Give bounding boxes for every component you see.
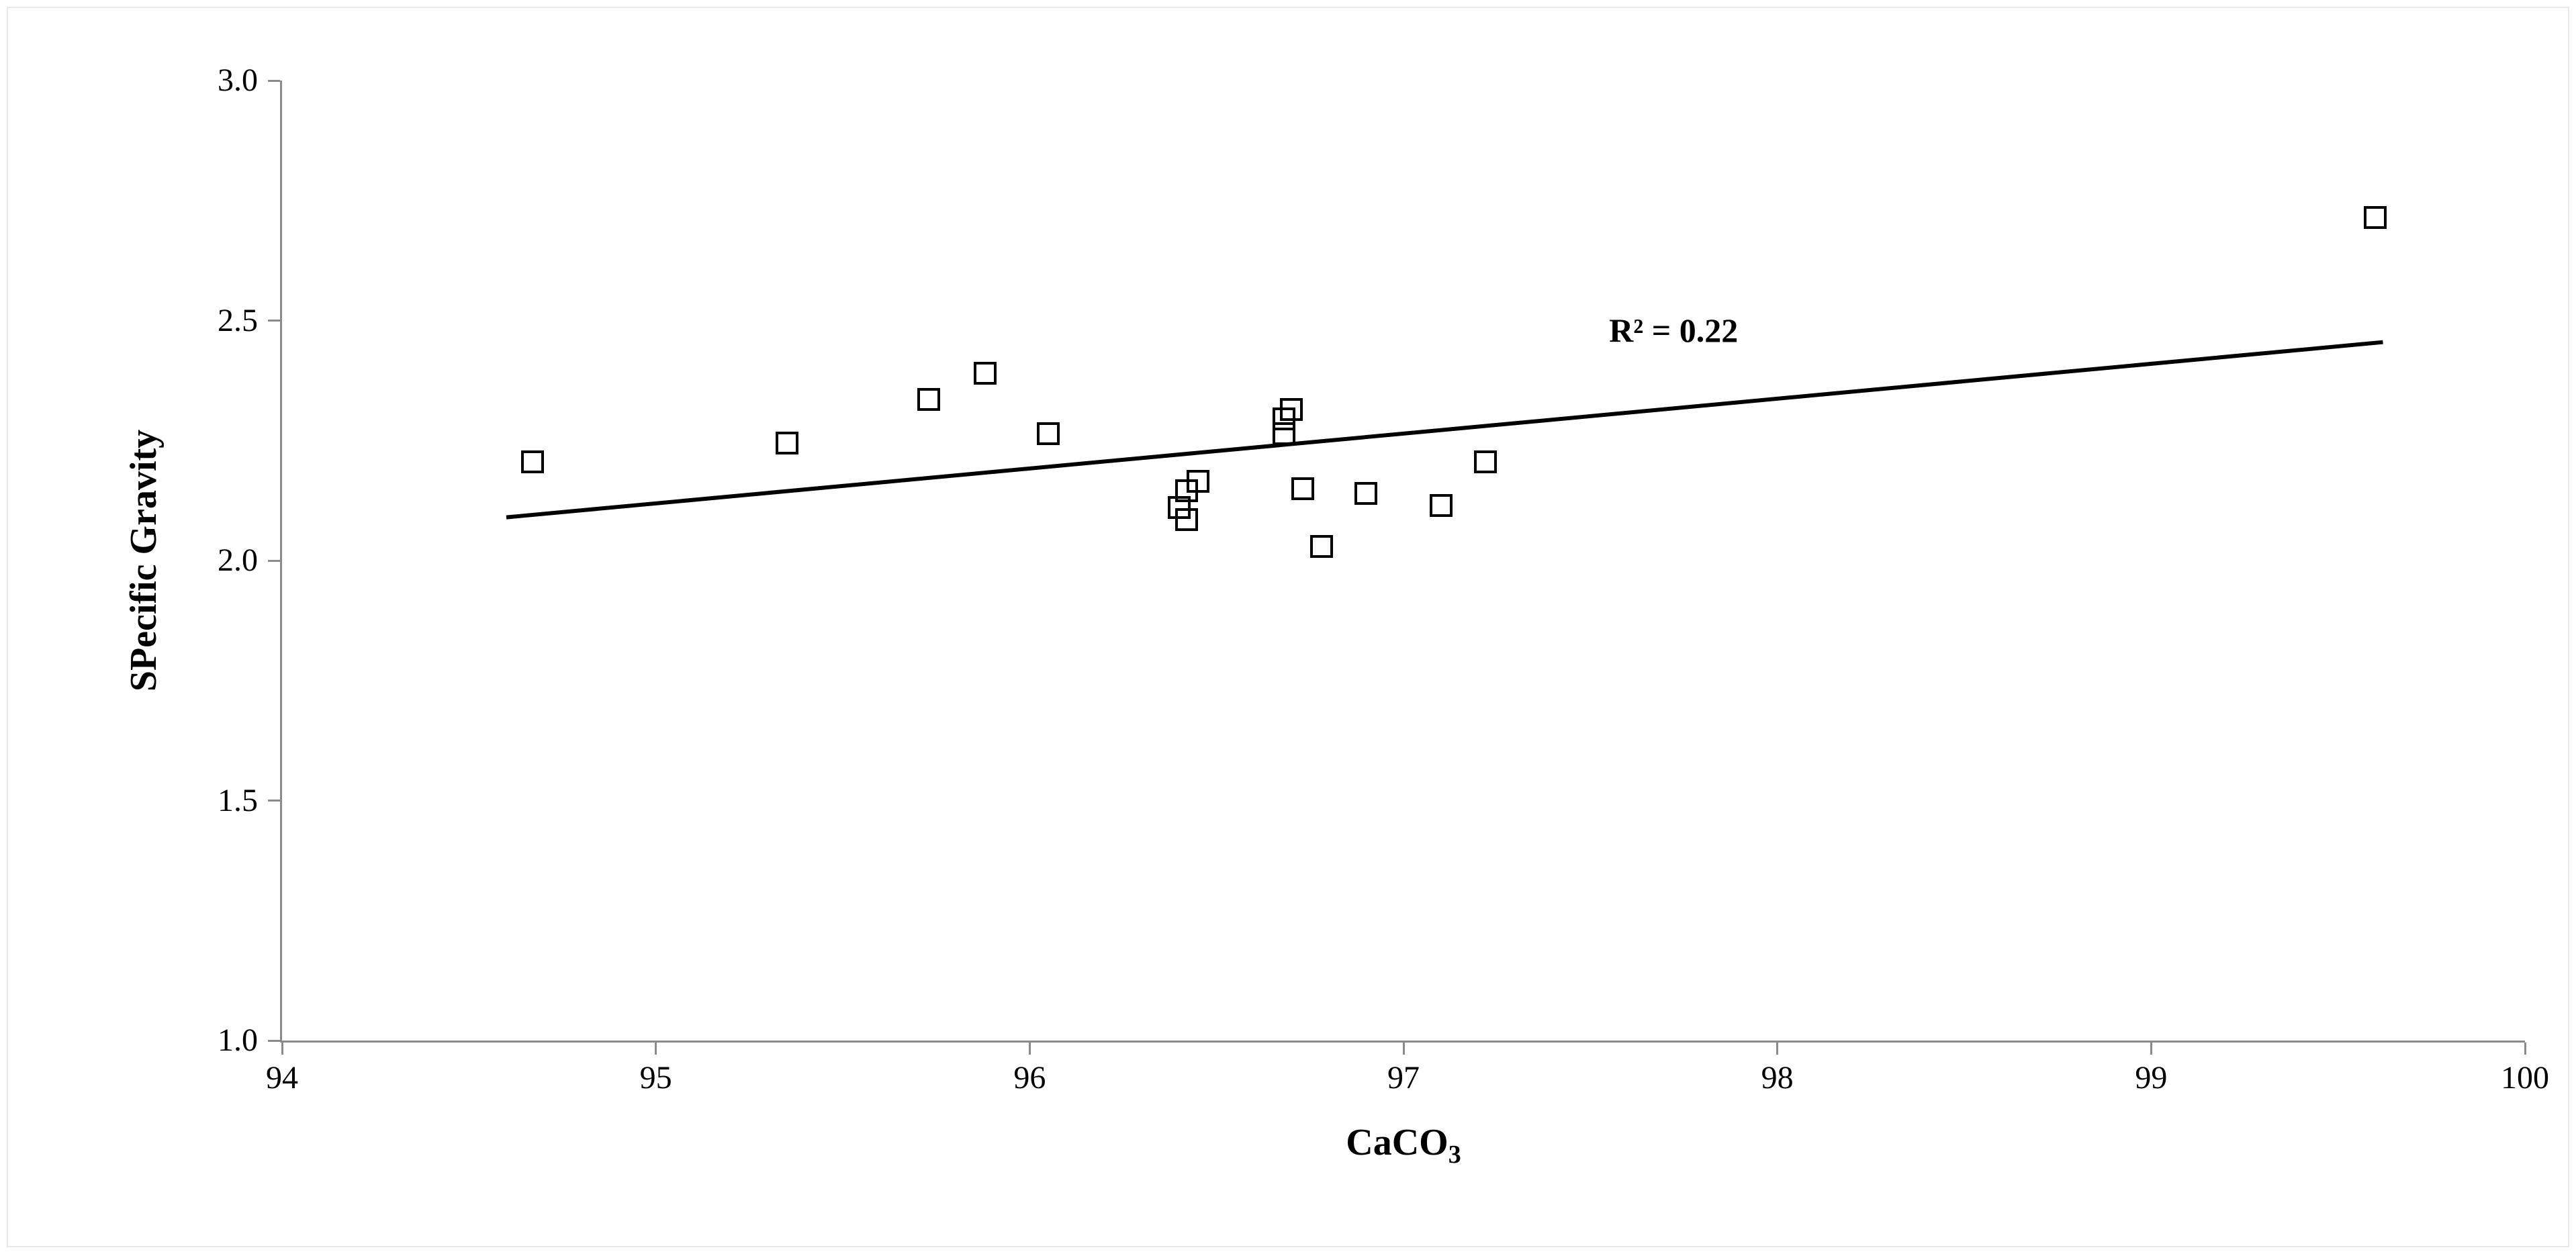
- x-tick-label: 94: [266, 1062, 298, 1094]
- scatter-marker: [974, 362, 997, 385]
- x-tick: [281, 1043, 283, 1055]
- x-tick: [2150, 1043, 2152, 1055]
- scatter-marker: [2364, 206, 2387, 229]
- scatter-marker: [1310, 535, 1333, 558]
- y-tick: [268, 560, 280, 562]
- y-tick: [268, 1040, 280, 1042]
- x-axis-title: CaCO3: [1346, 1121, 1461, 1169]
- scatter-marker: [1291, 477, 1314, 500]
- y-tick: [268, 320, 280, 322]
- y-tick-label: 2.0: [218, 544, 258, 577]
- x-tick: [655, 1043, 657, 1055]
- scatter-marker: [1037, 422, 1060, 445]
- y-tick-label: 2.5: [218, 305, 258, 337]
- x-tick-label: 100: [2501, 1062, 2549, 1094]
- scatter-marker: [1187, 470, 1209, 493]
- scatter-marker: [1175, 508, 1198, 531]
- y-tick-label: 1.5: [218, 785, 258, 817]
- trend-line-svg: [282, 81, 2525, 1041]
- y-axis-title: SPecific Gravity: [122, 430, 165, 691]
- x-tick-label: 98: [1761, 1062, 1794, 1094]
- x-tick: [1776, 1043, 1778, 1055]
- x-tick-label: 95: [640, 1062, 672, 1094]
- scatter-marker: [1474, 450, 1497, 473]
- scatter-marker: [1354, 482, 1377, 505]
- scatter-plot-area: 9495969798991001.01.52.02.53.0CaCO3SPeci…: [282, 81, 2525, 1041]
- x-tick-label: 97: [1387, 1062, 1420, 1094]
- scatter-marker: [776, 432, 798, 454]
- x-tick: [1403, 1043, 1405, 1055]
- y-tick-label: 1.0: [218, 1024, 258, 1057]
- trend-line: [506, 342, 2383, 518]
- y-tick: [268, 800, 280, 802]
- y-tick: [268, 80, 280, 82]
- y-tick-label: 3.0: [218, 64, 258, 97]
- x-tick: [2524, 1043, 2526, 1055]
- x-tick: [1029, 1043, 1031, 1055]
- scatter-marker: [1280, 398, 1303, 421]
- x-tick-label: 96: [1013, 1062, 1046, 1094]
- scatter-marker: [917, 388, 940, 411]
- r-squared-label: R² = 0.22: [1609, 311, 1738, 350]
- x-tick-label: 99: [2135, 1062, 2167, 1094]
- scatter-marker: [1430, 494, 1453, 517]
- scatter-marker: [521, 450, 544, 473]
